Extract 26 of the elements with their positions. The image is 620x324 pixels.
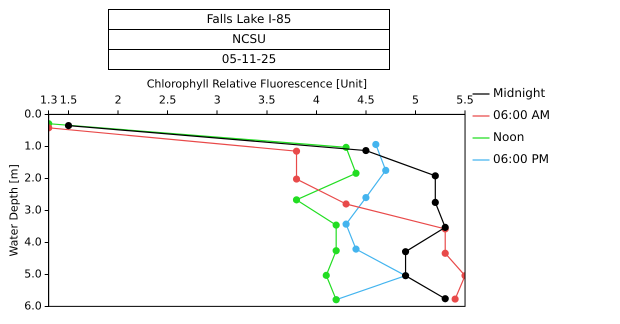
- x-tick-label: 2.5: [158, 94, 176, 107]
- x-tick-label: 1.3: [40, 94, 58, 107]
- legend-label: Noon: [493, 130, 524, 144]
- x-tick-label: 4.5: [357, 94, 375, 107]
- x-tick-label: 5.5: [456, 94, 474, 107]
- legend-label: Midnight: [493, 86, 546, 100]
- chart-title: Falls Lake I-85: [108, 9, 390, 30]
- y-tick-label: 5.0: [24, 267, 42, 280]
- y-tick-label: 0.0: [24, 107, 42, 120]
- x-tick-label: 4: [312, 94, 320, 107]
- legend-label: 06:00 AM: [493, 108, 550, 122]
- chart-subtitle: NCSU: [108, 30, 390, 50]
- legend-label: 06:00 PM: [493, 152, 550, 166]
- x-tick-label: 1.5: [60, 94, 78, 107]
- x-tick-label: 3.5: [258, 94, 276, 107]
- x-tick-label: 5: [412, 94, 419, 107]
- y-axis-title: Water Depth [m]: [7, 164, 20, 257]
- x-tick-label: 3: [214, 94, 221, 107]
- x-axis-title: Chlorophyll Relative Fluorescence [Unit]: [146, 77, 368, 90]
- y-tick-label: 3.0: [24, 203, 42, 216]
- text: 05-11-25: [108, 50, 390, 70]
- x-tick-label: 2: [114, 94, 122, 107]
- y-tick-label: 1.0: [24, 139, 42, 152]
- y-tick-label: 4.0: [24, 235, 42, 248]
- y-tick-label: 6.0: [24, 299, 42, 312]
- y-tick-label: 2.0: [24, 171, 42, 184]
